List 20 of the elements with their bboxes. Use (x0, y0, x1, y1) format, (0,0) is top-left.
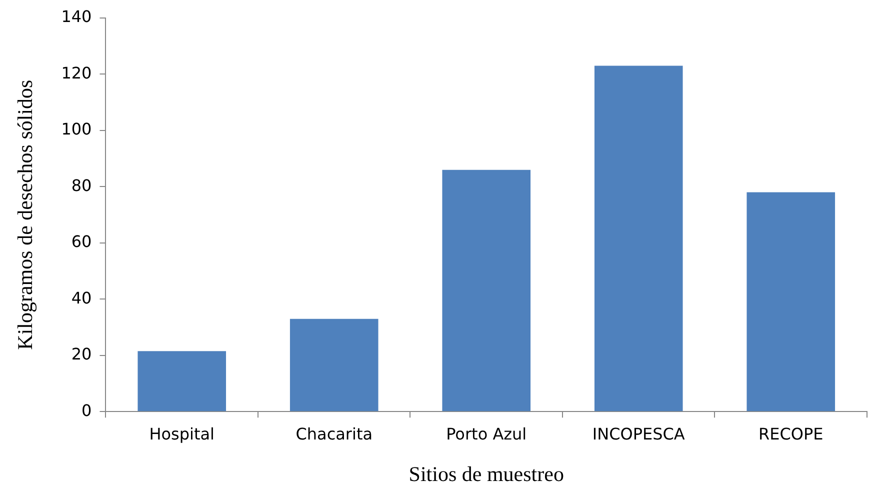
y-tick-label: 140 (61, 7, 92, 26)
bar (594, 66, 683, 412)
x-tick-label: INCOPESCA (592, 424, 685, 444)
bar (746, 192, 836, 412)
y-tick-label: 0 (82, 400, 92, 420)
bar (138, 351, 226, 412)
y-tick-label: 60 (71, 232, 92, 252)
y-axis-title: Kilogramos de desechos sólidos (13, 80, 38, 350)
x-axis-title: Sitios de muestreo (408, 462, 564, 486)
y-tick-label: 100 (61, 120, 92, 139)
x-tick-label: RECOPE (758, 424, 824, 444)
y-tick-label: 20 (71, 344, 92, 364)
bar (442, 170, 531, 412)
x-tick-label: Hospital (149, 424, 215, 444)
bar (290, 318, 378, 412)
y-tick-label: 80 (71, 176, 92, 195)
y-tick-label: 40 (71, 288, 92, 308)
x-tick-label: Chacarita (296, 424, 373, 444)
y-tick-label: 120 (61, 63, 92, 82)
x-tick-label: Porto Azul (446, 424, 527, 444)
